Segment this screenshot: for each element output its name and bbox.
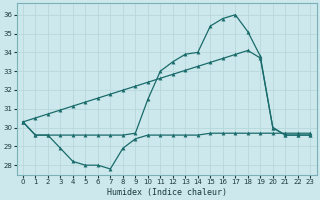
X-axis label: Humidex (Indice chaleur): Humidex (Indice chaleur) bbox=[107, 188, 227, 197]
